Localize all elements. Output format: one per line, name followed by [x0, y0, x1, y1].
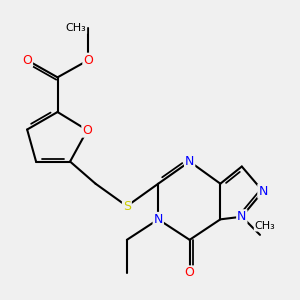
- Text: O: O: [185, 266, 195, 279]
- Text: O: O: [22, 54, 32, 67]
- Text: CH₃: CH₃: [254, 221, 275, 231]
- Text: CH₃: CH₃: [66, 23, 87, 34]
- Text: S: S: [123, 200, 131, 213]
- Text: N: N: [185, 155, 194, 168]
- Text: N: N: [237, 210, 247, 223]
- Text: O: O: [83, 54, 93, 67]
- Text: N: N: [154, 213, 163, 226]
- Text: O: O: [82, 124, 92, 137]
- Text: N: N: [258, 185, 268, 198]
